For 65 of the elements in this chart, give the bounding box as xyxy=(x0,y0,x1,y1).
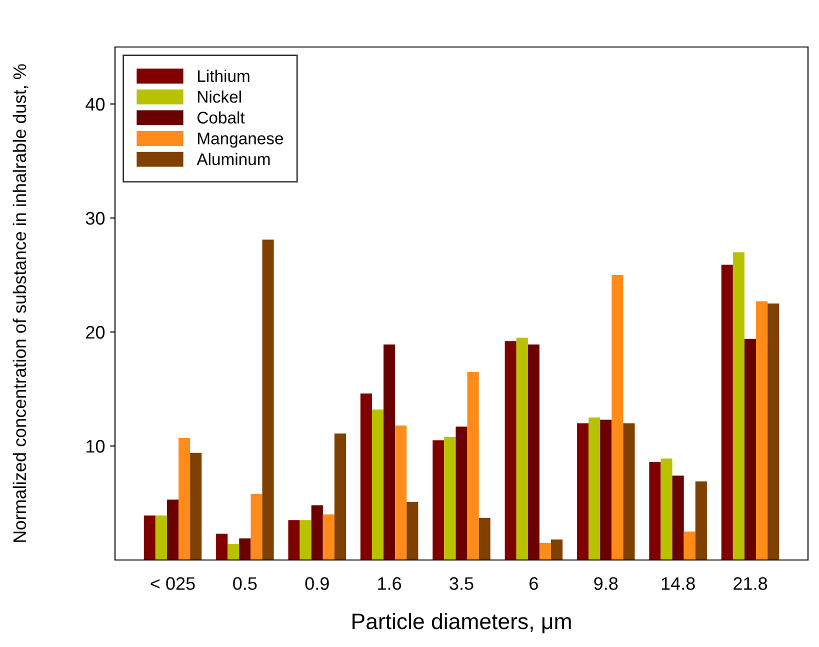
bar xyxy=(721,264,733,560)
legend-label: Manganese xyxy=(198,132,284,148)
legend-label: Nickel xyxy=(198,90,241,103)
bar xyxy=(144,516,156,560)
bar xyxy=(660,458,672,560)
bar xyxy=(239,538,251,560)
x-tick-label: 0.9 xyxy=(305,577,329,590)
bar xyxy=(216,534,228,560)
bar xyxy=(649,462,661,560)
x-tick-label: 21.8 xyxy=(734,577,768,590)
bar xyxy=(478,518,490,560)
bar xyxy=(190,452,202,560)
bar xyxy=(322,514,334,560)
bar xyxy=(288,520,300,560)
bar xyxy=(684,532,696,560)
bar xyxy=(311,505,323,560)
bar xyxy=(467,372,479,560)
x-axis-title: Particle diameters, μm xyxy=(352,612,571,634)
bar xyxy=(744,338,756,560)
bar xyxy=(262,240,274,560)
bar xyxy=(623,423,635,560)
bar xyxy=(444,436,456,560)
bar xyxy=(228,544,240,560)
legend-label: Lithium xyxy=(198,70,250,82)
x-tick-label: 14.8 xyxy=(662,577,695,590)
bar xyxy=(334,433,346,560)
y-tick-label: 40 xyxy=(86,98,105,111)
bar xyxy=(178,438,190,560)
bar xyxy=(551,539,563,560)
legend-label: Cobalt xyxy=(198,111,245,124)
y-tick-label: 30 xyxy=(86,212,105,225)
bar xyxy=(768,304,780,560)
bar xyxy=(516,338,528,560)
bar xyxy=(588,418,600,560)
bar xyxy=(732,252,744,560)
x-tick-label: 9.8 xyxy=(594,577,618,590)
bar xyxy=(155,516,167,560)
bar xyxy=(456,426,468,560)
bar xyxy=(756,301,768,560)
legend-label: Aluminum xyxy=(196,152,270,166)
bar xyxy=(432,440,444,560)
x-tick-label: < 025 xyxy=(150,577,195,590)
bar xyxy=(166,500,179,560)
bar xyxy=(612,275,624,560)
bar xyxy=(528,344,540,560)
bar xyxy=(577,423,589,560)
bar xyxy=(539,542,552,560)
y-tick-label: 10 xyxy=(86,440,105,453)
bar xyxy=(384,344,396,560)
bar xyxy=(395,425,407,560)
bar xyxy=(250,494,262,560)
bar xyxy=(672,476,684,560)
x-tick-label: 0.5 xyxy=(233,577,257,590)
x-tick-label: 6 xyxy=(530,577,538,590)
x-tick-label: 1.6 xyxy=(378,577,402,590)
bar xyxy=(695,481,707,560)
y-axis-title: Normalized concentration of substance in inhalrable dust, % xyxy=(12,64,28,542)
bar xyxy=(406,502,418,560)
x-tick-label: 3.5 xyxy=(450,577,474,590)
bar xyxy=(360,394,372,560)
bar xyxy=(372,410,384,560)
bar xyxy=(600,420,612,560)
bar xyxy=(300,520,312,560)
y-tick-label: 20 xyxy=(86,326,105,339)
bar xyxy=(504,341,516,560)
